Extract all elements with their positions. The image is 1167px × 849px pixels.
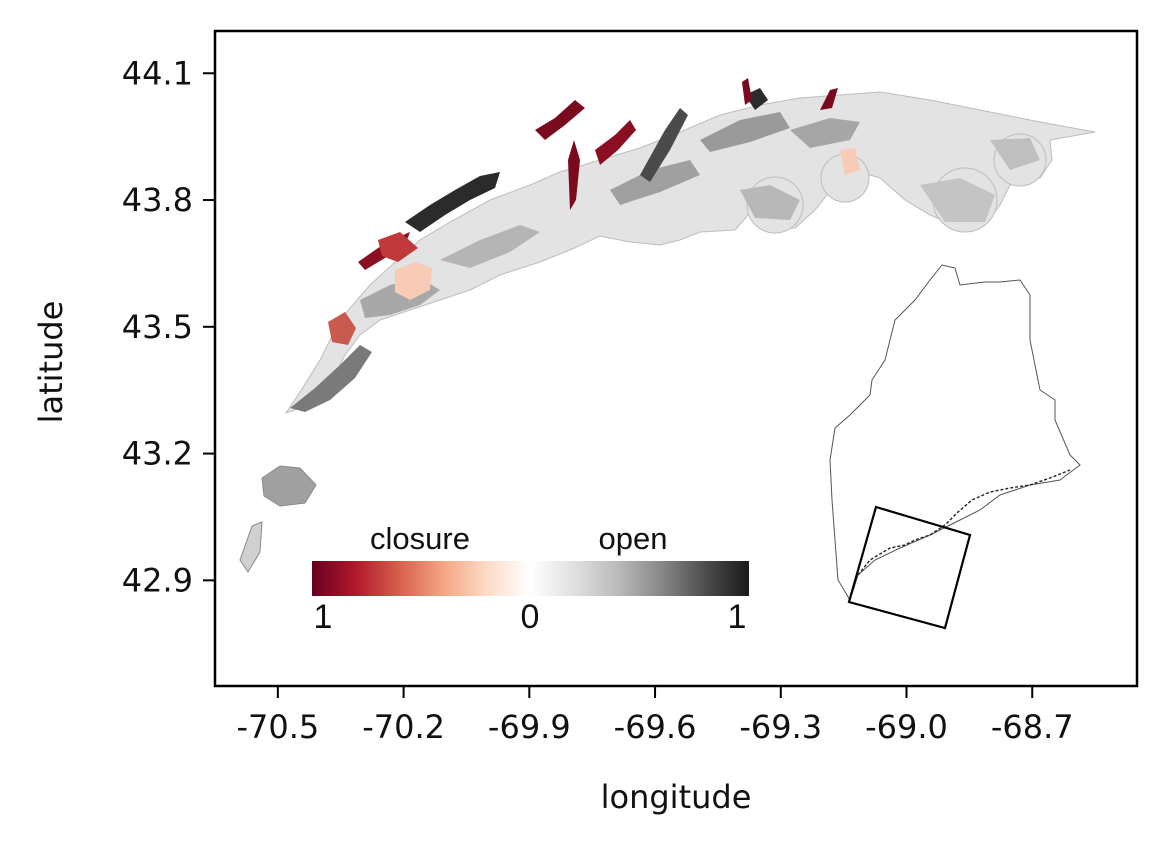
x-tick-label: -69.0 <box>865 708 948 746</box>
colorbar-right-title: open <box>599 521 668 556</box>
y-tick-label: 43.5 <box>122 308 193 346</box>
open-inlet-dark <box>640 108 688 182</box>
closure-inlet-dark <box>742 78 752 105</box>
x-tick-label: -69.6 <box>614 708 697 746</box>
colorbar-ramp <box>312 561 749 596</box>
open-patch <box>440 225 540 268</box>
closure-inlet-dark <box>568 140 580 210</box>
colorbar-tick-center: 0 <box>521 598 540 636</box>
y-tick-label: 44.1 <box>122 54 193 92</box>
colorbar-left-title: closure <box>370 521 470 556</box>
open-patch <box>700 112 790 152</box>
y-tick-label: 43.8 <box>122 181 193 219</box>
colorbar: closure open 1 0 1 <box>312 521 749 636</box>
closure-inlet-dark <box>535 100 585 140</box>
closure-patch-light <box>395 262 432 300</box>
open-patch <box>920 178 995 222</box>
x-tick-label: -70.5 <box>236 708 319 746</box>
open-patch <box>740 185 800 220</box>
x-tick-label: -69.9 <box>488 708 571 746</box>
open-patch <box>610 160 700 205</box>
coastal-region <box>284 78 1096 414</box>
closure-patch-mid <box>328 312 356 345</box>
x-tick-label: -70.2 <box>362 708 445 746</box>
closure-inlet-dark <box>820 88 838 110</box>
y-tick-label: 42.9 <box>122 561 193 599</box>
y-tick-label: 43.2 <box>122 435 193 473</box>
x-tick-label: -69.3 <box>739 708 822 746</box>
y-axis-title: latitude <box>32 301 70 424</box>
open-patch <box>990 138 1040 170</box>
offshore-island <box>261 465 317 507</box>
x-tick-label: -68.7 <box>991 708 1074 746</box>
colorbar-tick-right: 1 <box>728 598 747 636</box>
x-axis-ticks: -70.5 -70.2 -69.9 -69.6 -69.3 -69.0 -68.7 <box>236 686 1074 746</box>
maine-outline <box>829 264 1081 602</box>
closure-patch-mid <box>378 232 418 262</box>
y-axis-ticks: 44.1 43.8 43.5 43.2 42.9 <box>122 54 215 599</box>
maine-inset <box>829 264 1081 630</box>
open-inlet-dark <box>405 172 500 232</box>
maine-coastline-detail <box>857 469 1071 576</box>
closure-patch-light <box>840 148 860 175</box>
study-area-box <box>847 505 972 630</box>
colorbar-tick-left: 1 <box>314 598 333 636</box>
open-patch <box>290 345 372 412</box>
offshore-island <box>239 521 263 573</box>
open-patch <box>790 118 860 148</box>
x-axis-title: longitude <box>601 778 752 816</box>
closure-inlet-dark <box>595 120 636 165</box>
